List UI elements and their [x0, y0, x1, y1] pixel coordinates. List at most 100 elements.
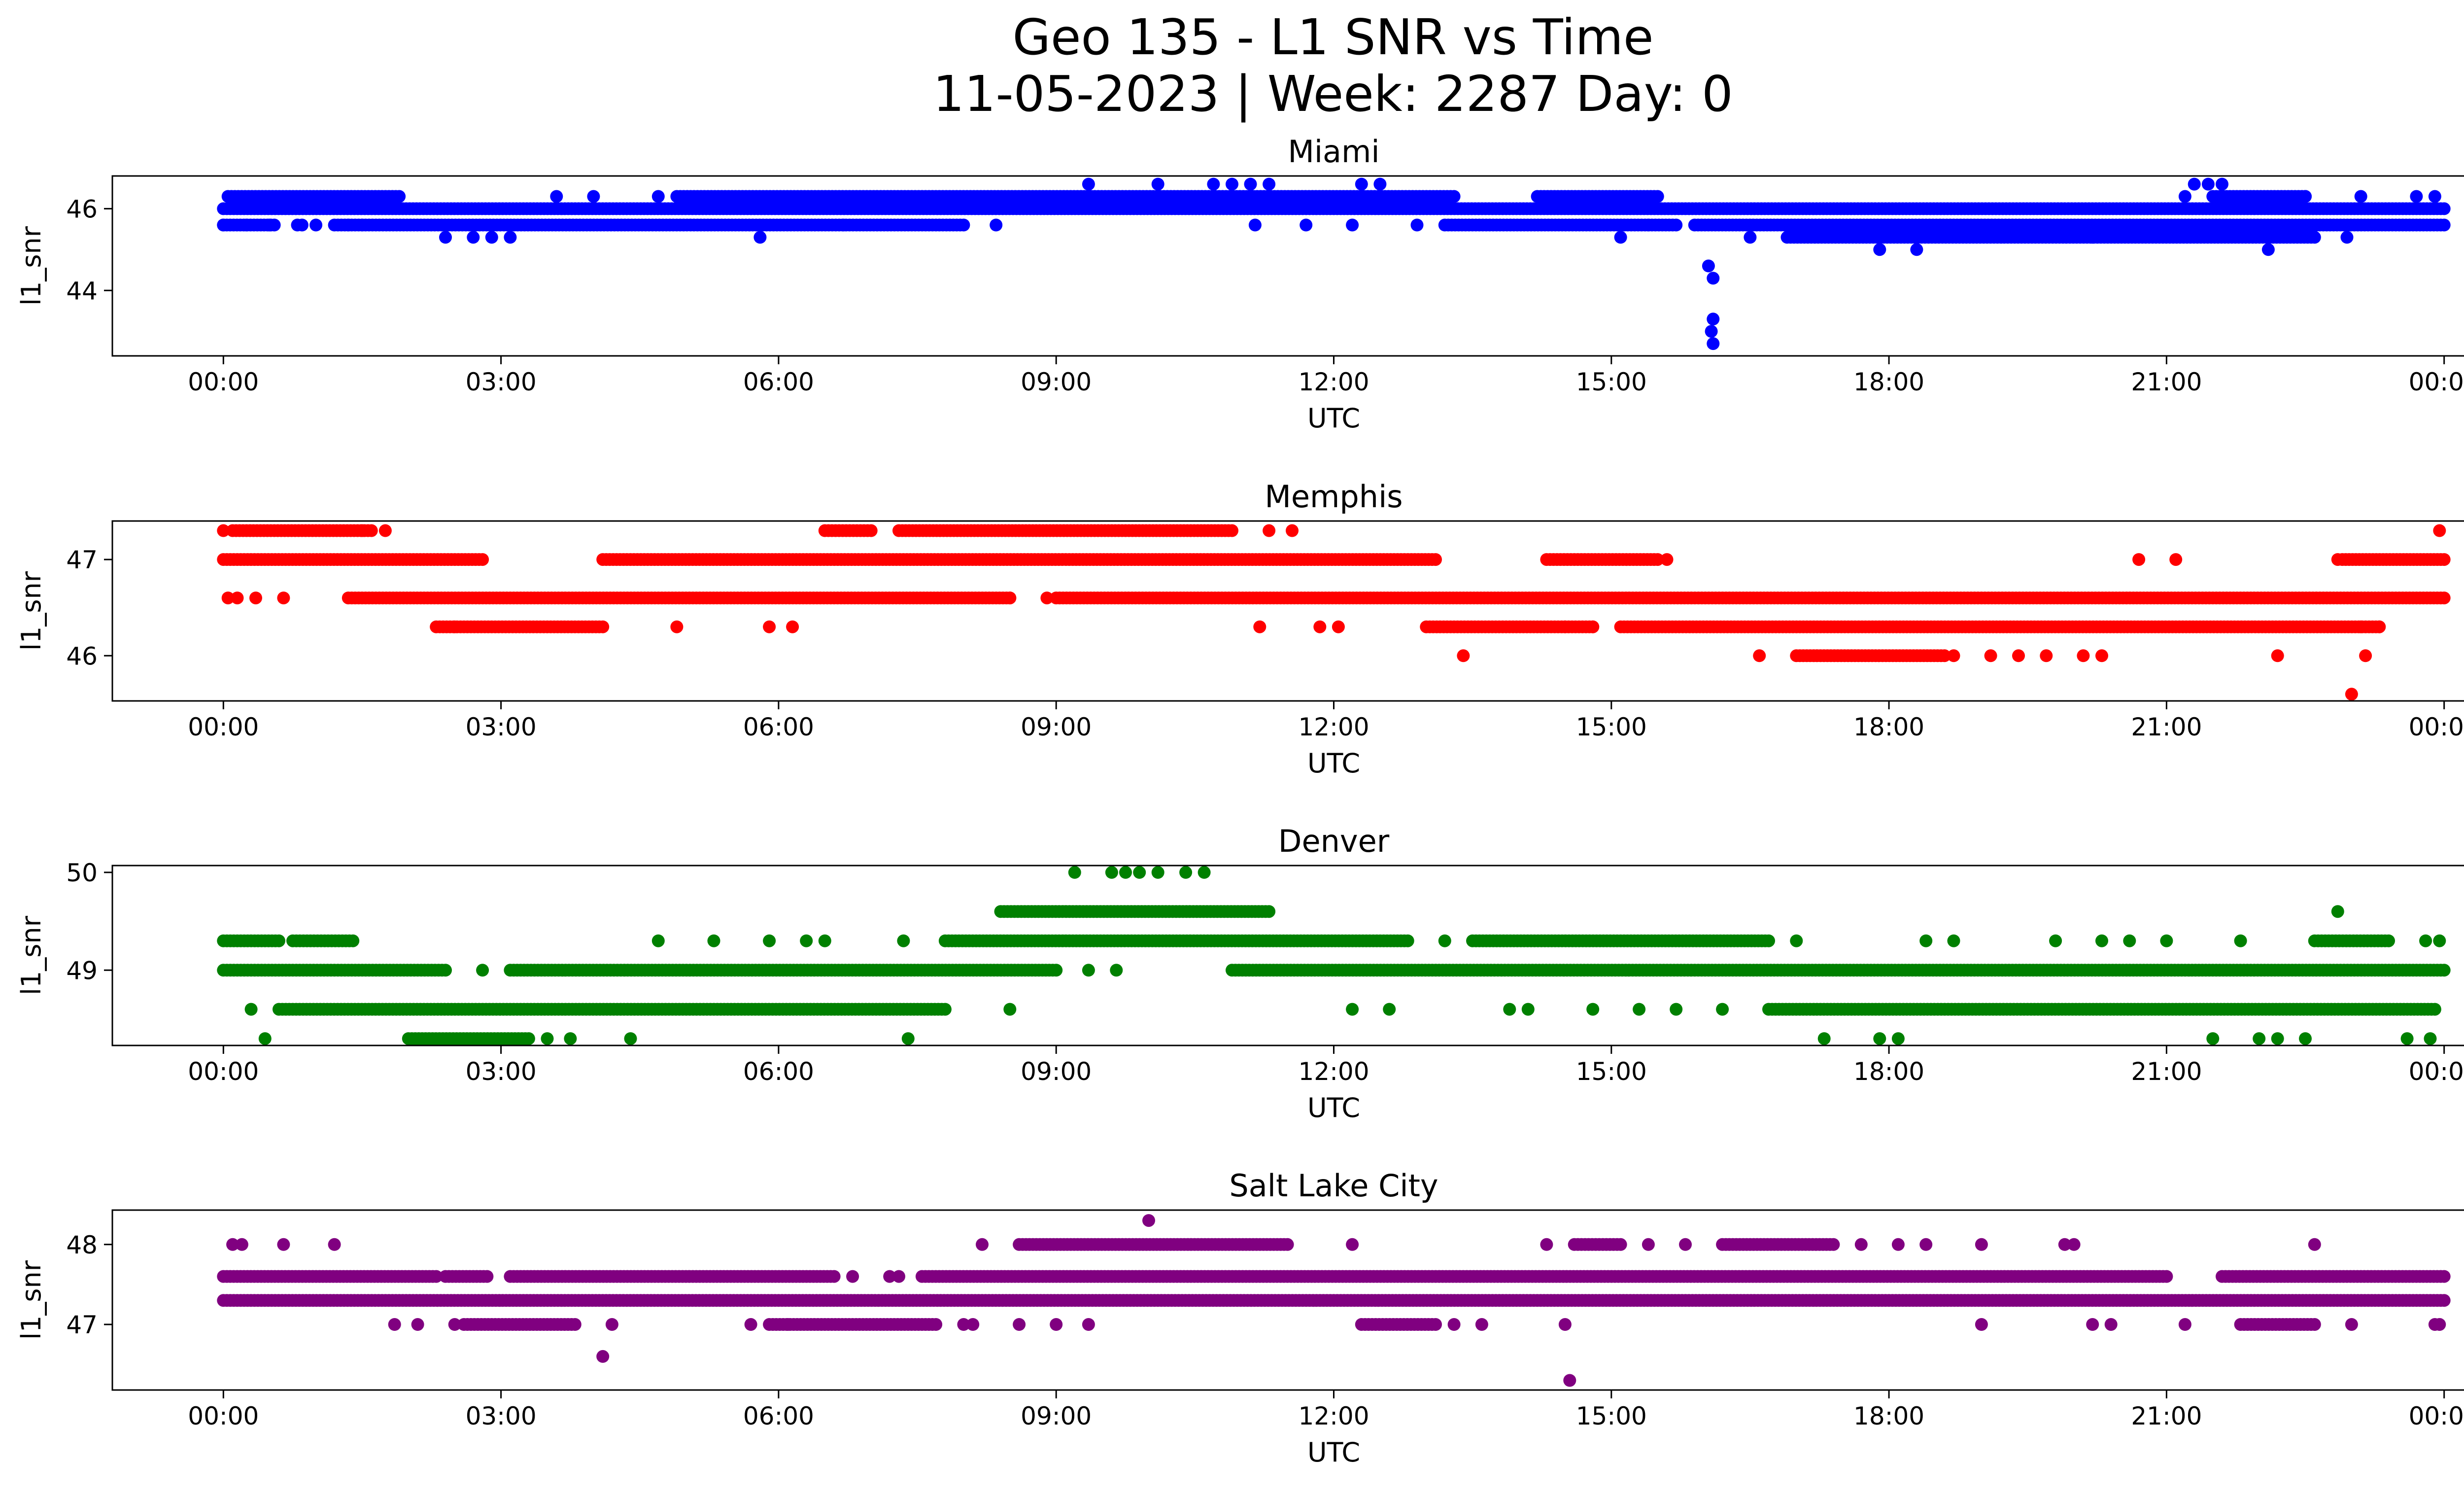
data-point: [231, 591, 244, 605]
data-point: [2299, 190, 2312, 203]
data-point: [2308, 231, 2321, 244]
data-point: [439, 964, 452, 977]
x-tick-label: 03:00: [466, 1057, 537, 1086]
data-point: [1457, 649, 1470, 662]
x-tick-label: 15:00: [1576, 368, 1647, 396]
data-point: [1263, 524, 1276, 537]
data-point: [837, 218, 850, 232]
data-point: [1910, 243, 1923, 256]
data-point: [1614, 231, 1627, 244]
data-point: [818, 934, 831, 947]
data-point: [1919, 934, 1933, 947]
data-point: [2077, 649, 2090, 662]
data-point: [2437, 218, 2451, 232]
data-point: [2437, 553, 2451, 566]
data-point: [587, 190, 600, 203]
data-point: [1286, 524, 1299, 537]
data-point: [448, 620, 461, 633]
x-tick-label: 12:00: [1298, 368, 1369, 396]
data-point: [753, 231, 767, 244]
data-point: [2437, 964, 2451, 977]
data-point: [221, 591, 235, 605]
data-point: [1705, 325, 1718, 338]
data-point: [1263, 177, 1276, 191]
data-point: [1410, 218, 1424, 232]
y-axis-label: l1_snr: [16, 226, 47, 306]
data-point: [1707, 313, 1720, 326]
data-point: [651, 934, 665, 947]
data-point: [1651, 190, 1664, 203]
data-point: [763, 620, 776, 633]
data-point: [624, 1032, 637, 1045]
data-point: [244, 1003, 258, 1016]
data-point: [1346, 218, 1359, 232]
data-point: [1447, 190, 1461, 203]
data-point: [356, 524, 369, 537]
data-point: [2354, 620, 2367, 633]
data-point: [1003, 1003, 1017, 1016]
data-point: [1947, 934, 1960, 947]
x-tick-label: 00:00: [2409, 713, 2464, 741]
data-point: [1753, 649, 1766, 662]
data-points: [217, 1214, 2451, 1387]
data-point: [1110, 964, 1123, 977]
data-point: [1263, 905, 1276, 918]
data-point: [1244, 177, 1257, 191]
y-axis-label: l1_snr: [16, 571, 47, 651]
x-axis-label: UTC: [1307, 403, 1360, 434]
data-point: [356, 218, 369, 232]
x-tick-label: 09:00: [1021, 368, 1092, 396]
data-point: [1660, 553, 1674, 566]
x-tick-label: 12:00: [1298, 1057, 1369, 1086]
data-point: [1790, 934, 1803, 947]
y-tick-label: 50: [66, 859, 98, 887]
data-point: [2123, 934, 2136, 947]
data-point: [2331, 553, 2344, 566]
data-point: [1762, 934, 1775, 947]
x-tick-label: 03:00: [466, 713, 537, 741]
x-tick-label: 15:00: [1576, 713, 1647, 741]
data-point: [864, 524, 878, 537]
x-tick-label: 18:00: [1853, 1057, 1924, 1086]
data-point: [670, 620, 684, 633]
data-point: [1151, 866, 1164, 879]
data-point: [2095, 934, 2108, 947]
x-tick-label: 06:00: [743, 368, 814, 396]
subplot-title: Denver: [1278, 823, 1390, 859]
x-tick-label: 15:00: [1576, 1057, 1647, 1086]
data-point: [476, 964, 489, 977]
data-point: [2354, 190, 2367, 203]
data-point: [957, 218, 970, 232]
data-point: [1313, 620, 1327, 633]
data-point: [1947, 649, 1960, 662]
data-point: [1082, 177, 1095, 191]
data-point: [217, 524, 230, 537]
data-point: [309, 218, 323, 232]
data-point: [1633, 1003, 1646, 1016]
data-point: [263, 218, 276, 232]
x-tick-label: 18:00: [1853, 713, 1924, 741]
data-point: [2040, 649, 2053, 662]
data-point: [1670, 218, 1683, 232]
data-point: [2428, 1003, 2441, 1016]
data-point: [564, 1032, 577, 1045]
data-point: [2234, 934, 2247, 947]
data-point: [1253, 620, 1266, 633]
data-point: [2271, 649, 2284, 662]
data-point: [1670, 1003, 1683, 1016]
data-points: [217, 524, 2451, 701]
data-point: [1429, 553, 1442, 566]
data-point: [786, 620, 799, 633]
data-point: [541, 1032, 554, 1045]
x-tick-label: 00:00: [188, 1057, 259, 1086]
data-point: [1707, 272, 1720, 285]
data-point: [707, 934, 720, 947]
data-point: [1438, 934, 1451, 947]
data-point: [2012, 649, 2025, 662]
figure-title-line-2: 11-05-2023 | Week: 2287 Day: 0: [933, 65, 1733, 123]
x-tick-label: 09:00: [1021, 1057, 1092, 1086]
